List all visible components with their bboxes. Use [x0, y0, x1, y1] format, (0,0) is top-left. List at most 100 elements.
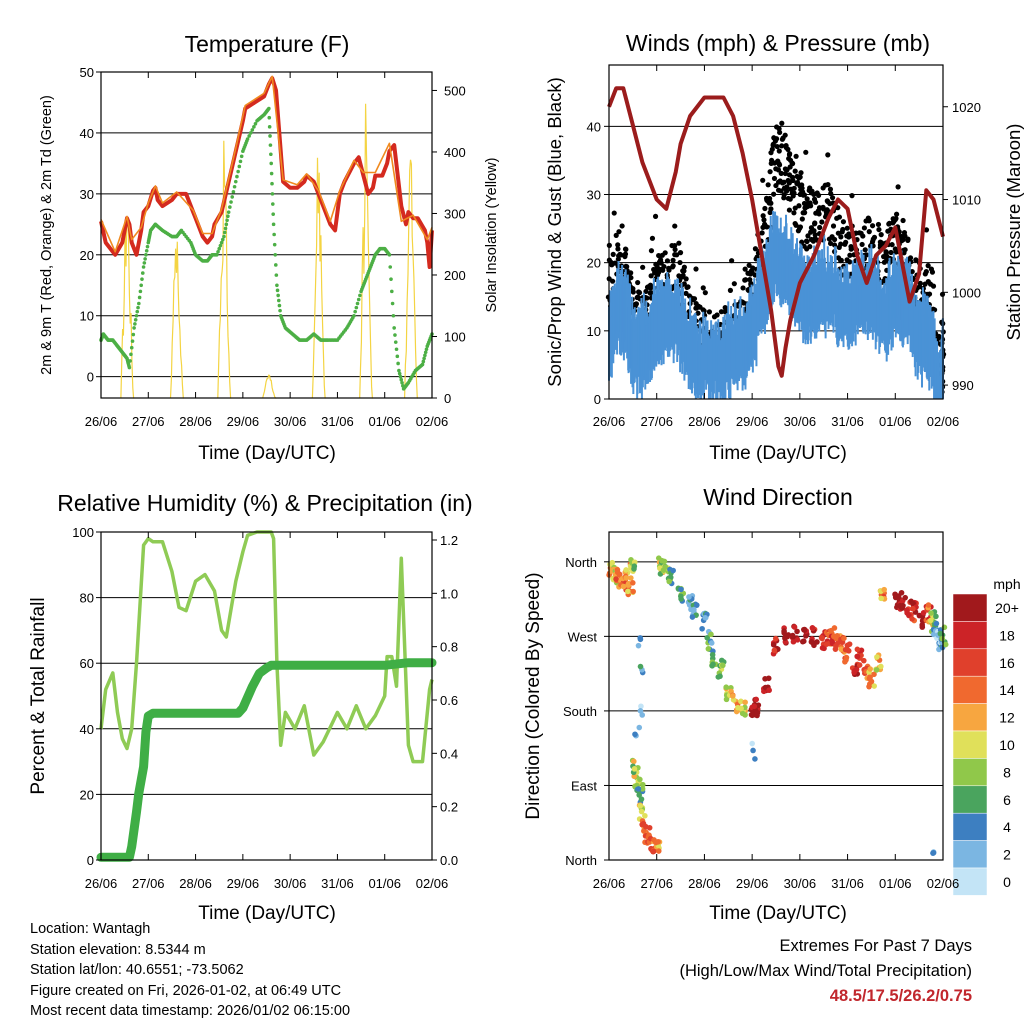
gust-point: [784, 184, 790, 190]
direction-point: [866, 683, 872, 690]
dewpoint-point: [273, 253, 278, 257]
gust-point: [771, 191, 777, 197]
dewpoint-point: [222, 230, 227, 235]
dewpoint-point: [224, 222, 229, 227]
gust-point: [718, 309, 725, 315]
y2-tick-label: 200: [444, 268, 466, 283]
gust-point: [610, 251, 616, 257]
gust-point: [648, 273, 654, 279]
dewpoint-point: [144, 253, 148, 257]
x-tick-label: 29/06: [736, 414, 769, 429]
direction-point: [662, 564, 669, 570]
gust-point: [827, 186, 834, 192]
y-tick-label: 40: [80, 722, 94, 737]
direction-point: [613, 576, 619, 582]
gust-point: [619, 223, 625, 229]
gust-point: [787, 196, 793, 202]
gust-point: [793, 153, 799, 159]
dewpoint-point: [275, 288, 280, 293]
gust-point: [785, 146, 791, 152]
gust-point: [767, 169, 773, 175]
gust-point: [775, 167, 782, 173]
direction-point: [871, 671, 877, 678]
y2-tick-label: 300: [444, 206, 466, 221]
precipitation-line: [96, 658, 437, 862]
gust-point: [618, 252, 624, 258]
direction-point: [833, 635, 839, 642]
direction-point: [808, 639, 815, 645]
colorbar-swatch: [952, 867, 988, 896]
gust-point: [700, 285, 706, 291]
gust-point: [792, 168, 798, 174]
x-tick-label: 01/06: [879, 414, 912, 429]
gust-point: [900, 217, 906, 224]
winds-y2label: Station Pressure (Maroon): [1003, 124, 1024, 341]
dewpoint-point: [389, 277, 393, 281]
gust-point: [693, 266, 699, 272]
colorbar-swatch: [952, 593, 988, 622]
dewpoint-point: [269, 171, 274, 176]
gust-point: [812, 220, 818, 226]
direction-point: [933, 613, 939, 620]
direction-point: [625, 582, 632, 588]
dewpoint-point: [267, 106, 271, 111]
dewpoint-point: [139, 283, 143, 288]
x-tick-label: 01/06: [368, 876, 401, 891]
dewpoint-point: [141, 265, 146, 269]
gust-point: [762, 205, 768, 212]
direction-point: [638, 703, 644, 710]
temperature-9m-line: [100, 75, 433, 253]
humidity-xlabel: Time (Day/UTC): [198, 903, 336, 924]
x-tick-label: 26/06: [85, 876, 118, 891]
gust-point: [830, 223, 837, 229]
y2-tick-label: 1.2: [440, 533, 458, 548]
gust-point: [840, 226, 846, 233]
gust-point: [640, 264, 646, 270]
y-tick-label: South: [563, 704, 597, 719]
direction-point: [752, 756, 758, 762]
y-tick-label: 0: [87, 853, 94, 868]
gust-point: [628, 270, 634, 276]
direction-point: [878, 663, 884, 670]
dewpoint-point: [248, 131, 253, 135]
gust-point: [702, 290, 708, 296]
dewpoint-point: [387, 253, 392, 257]
direction-point: [718, 657, 725, 664]
dewpoint-point: [231, 190, 236, 194]
dewpoint-point: [253, 121, 258, 126]
dewpoint-point: [354, 305, 359, 310]
dewpoint-point: [217, 246, 222, 251]
direction-point: [831, 625, 838, 631]
gust-point: [677, 259, 683, 266]
dewpoint-point: [388, 265, 393, 269]
gust-point: [819, 219, 825, 225]
extremes-subtitle: (High/Low/Max Wind/Total Precipitation): [679, 962, 972, 980]
x-tick-label: 27/06: [132, 876, 165, 891]
direction-point: [670, 567, 676, 574]
gust-point: [683, 276, 689, 282]
station-location: Location: Wantagh: [30, 921, 151, 937]
gust-point: [779, 120, 785, 126]
gust-point: [796, 203, 802, 209]
dewpoint-point: [422, 356, 426, 361]
gust-point: [913, 257, 919, 263]
dewpoint-point: [270, 192, 275, 196]
dewpoint-point: [275, 283, 279, 288]
gust-point: [817, 224, 823, 231]
y-tick-label: 100: [72, 525, 94, 540]
dewpoint-point: [250, 128, 255, 132]
y2-tick-label: 0.8: [440, 640, 458, 655]
direction-point: [686, 594, 692, 600]
gust-point: [889, 242, 895, 248]
gust-point: [925, 263, 931, 269]
direction-point: [650, 848, 656, 855]
gust-point: [929, 269, 936, 275]
dewpoint-point: [271, 212, 275, 216]
y2-tick-label: 100: [444, 329, 466, 344]
dewpoint-point: [222, 234, 226, 239]
gust-point: [649, 235, 656, 241]
dewpoint-point: [129, 352, 133, 357]
gust-point: [861, 225, 868, 231]
gust-point: [622, 246, 629, 252]
x-tick-label: 27/06: [132, 414, 165, 429]
